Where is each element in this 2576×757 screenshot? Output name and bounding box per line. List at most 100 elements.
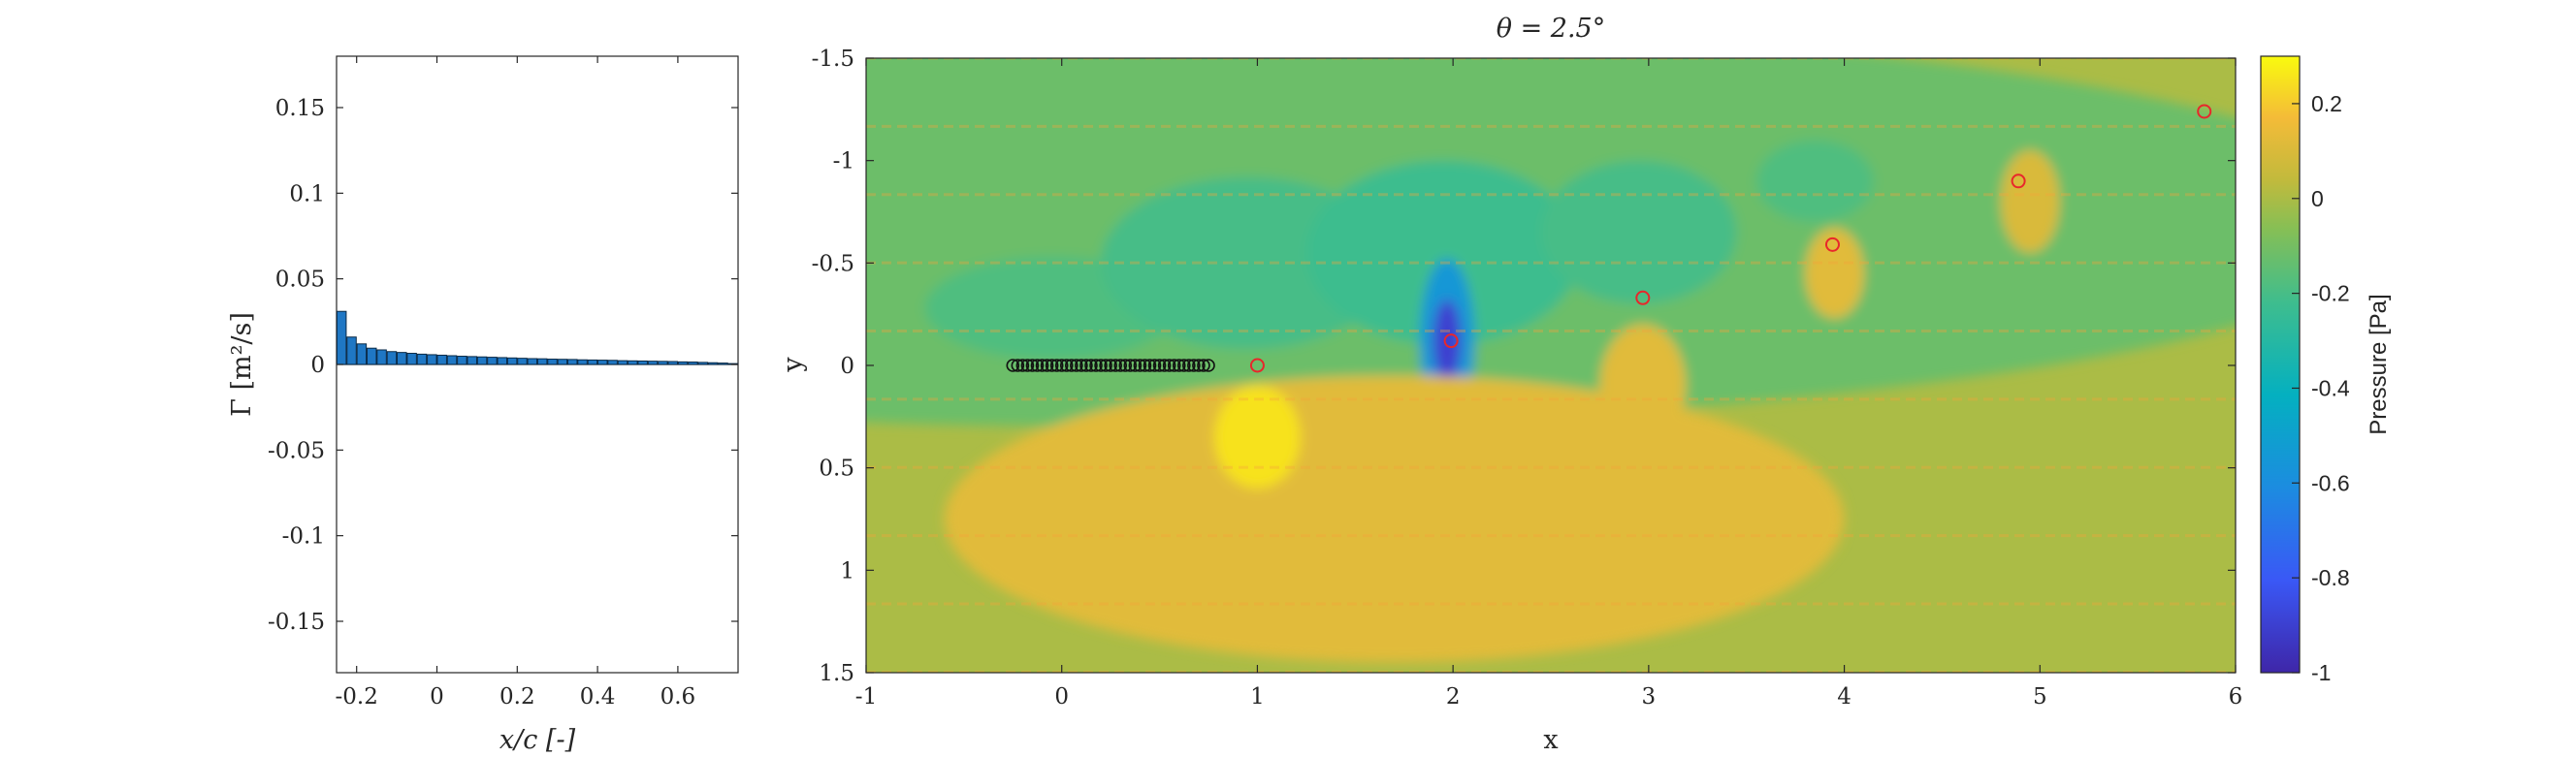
colorbar-tick-label: -0.4 bbox=[2311, 375, 2350, 400]
circulation-bar bbox=[476, 356, 488, 365]
colorbar-ticks: 0.2 0 -0.2 -0.4 -0.6 -0.8 -1 bbox=[2292, 91, 2350, 685]
circulation-bar bbox=[577, 359, 588, 365]
panel-point-marker bbox=[1070, 359, 1083, 372]
colorbar-tick-label: -0.2 bbox=[2311, 281, 2350, 306]
circulation-bar bbox=[517, 358, 528, 365]
x-tick-label: -1 bbox=[855, 684, 877, 710]
circulation-bar bbox=[406, 353, 417, 365]
panel-point-marker bbox=[1143, 359, 1157, 372]
y-tick-label: 0.1 bbox=[289, 181, 325, 206]
x-tick-label: 0.2 bbox=[499, 684, 535, 710]
panel-point-marker bbox=[1084, 359, 1098, 372]
circulation-bar bbox=[566, 359, 578, 365]
y-tick-label: -0.05 bbox=[268, 438, 325, 463]
circulation-bar bbox=[446, 355, 458, 365]
circulation-bar bbox=[677, 361, 689, 365]
x-tick-label: 5 bbox=[2033, 684, 2047, 710]
circulation-bar bbox=[336, 310, 347, 365]
circulation-bar bbox=[356, 343, 368, 365]
panel-point-marker bbox=[1197, 359, 1210, 372]
panel-point-marker bbox=[1065, 359, 1079, 372]
panel-points bbox=[1006, 359, 1215, 372]
circulation-bar bbox=[506, 357, 518, 365]
circulation-bar bbox=[366, 347, 377, 365]
circulation-bar bbox=[467, 356, 477, 365]
y-tick-label: 1.5 bbox=[819, 661, 854, 686]
panel-point-marker bbox=[1157, 359, 1172, 372]
panel-point-marker bbox=[1202, 359, 1215, 372]
circulation-bar bbox=[416, 353, 428, 365]
panel-point-marker bbox=[1147, 359, 1162, 372]
circulation-bar bbox=[547, 359, 558, 365]
panel-point-marker bbox=[1172, 359, 1186, 372]
y-tick-label: 0 bbox=[840, 354, 854, 379]
panel-point-marker bbox=[1049, 359, 1064, 372]
low-pressure-region bbox=[1305, 160, 1581, 345]
panel-point-marker bbox=[1104, 359, 1117, 372]
low-pressure-region bbox=[1755, 140, 1874, 223]
panel-point-marker bbox=[1118, 359, 1133, 372]
colorbar-tick-label: -0.6 bbox=[2311, 470, 2350, 495]
circulation-bar bbox=[587, 359, 598, 365]
panel-point-marker bbox=[1075, 359, 1088, 372]
circulation-bar bbox=[386, 351, 398, 365]
heatmap-y-ticks: -1.5 -1 -0.5 0 0.5 1 1.5 bbox=[812, 47, 2236, 686]
high-pressure-region bbox=[1599, 324, 1687, 448]
circulation-bar bbox=[536, 358, 548, 365]
wake-vortex-points bbox=[1249, 104, 2212, 373]
circulation-bar bbox=[487, 357, 498, 365]
x-tick-label: 4 bbox=[1837, 684, 1852, 710]
panel-point-marker bbox=[1152, 359, 1167, 372]
circulation-bar bbox=[527, 358, 538, 365]
panel-point-marker bbox=[1192, 359, 1206, 372]
panel-point-marker bbox=[1020, 359, 1035, 372]
y-tick-label: -0.5 bbox=[812, 251, 854, 276]
circulation-bar bbox=[607, 360, 618, 365]
x-tick-label: 3 bbox=[1642, 684, 1657, 710]
colorbar-tick-label: 0.2 bbox=[2311, 91, 2342, 116]
colorbar-tick-label: -1 bbox=[2311, 660, 2331, 685]
wake-streaks bbox=[866, 58, 2236, 673]
circulation-bar bbox=[637, 360, 648, 365]
colorbar-label: Pressure [Pa] bbox=[2366, 294, 2392, 434]
panel-point-marker bbox=[1167, 359, 1181, 372]
left-bars bbox=[336, 310, 739, 365]
panel-point-marker bbox=[1040, 359, 1054, 372]
x-tick-label: 0 bbox=[1054, 684, 1069, 710]
high-pressure-region bbox=[2000, 150, 2060, 253]
panel-point-marker bbox=[1109, 359, 1122, 372]
panel-point-marker bbox=[1025, 359, 1040, 372]
panel-point-marker bbox=[1128, 359, 1143, 372]
panel-point-marker bbox=[1089, 359, 1103, 372]
high-pressure-region bbox=[944, 375, 1845, 663]
low-pressure-region bbox=[1433, 300, 1462, 382]
pressure-colorbar: 0.2 0 -0.2 -0.4 -0.6 -0.8 -1 Pressure [Pa] bbox=[2260, 55, 2392, 685]
pressure-heatmap: θ = 2.5° -1 0 1 2 3 4 5 6 -1.5-1-0.500.511.5 x … bbox=[778, 14, 2242, 755]
high-pressure-region bbox=[1805, 228, 1864, 319]
x-tick-label: 0.4 bbox=[580, 684, 616, 710]
high-pressure-region bbox=[1214, 386, 1301, 489]
panel-point-marker bbox=[1011, 359, 1025, 372]
left-x-ticks: -0.2 0 0.2 0.4 0.6 bbox=[336, 56, 695, 710]
circulation-bar-chart: -0.2 0 0.2 0.4 0.6 0.15 0.1 0.05 0 -0.05 -0.1 -0.1… bbox=[227, 55, 739, 755]
panel-point-marker bbox=[1182, 359, 1196, 372]
circulation-bar bbox=[707, 362, 719, 365]
panel-point-marker bbox=[1094, 359, 1108, 372]
circulation-bar bbox=[658, 361, 668, 365]
wake-vortex-marker bbox=[2011, 173, 2026, 189]
wake-vortex-marker bbox=[1249, 358, 1265, 373]
y-tick-label: -0.1 bbox=[282, 524, 325, 550]
circulation-bar bbox=[688, 362, 698, 365]
y-tick-label: 0.15 bbox=[275, 96, 325, 121]
panel-point-marker bbox=[1015, 359, 1030, 372]
circulation-bar bbox=[497, 357, 508, 365]
heatmap-x-ticks: -1 0 1 2 3 4 5 6 bbox=[855, 58, 2242, 710]
panel-point-marker bbox=[1113, 359, 1128, 372]
x-tick-label: 1 bbox=[1250, 684, 1265, 710]
circulation-bar bbox=[718, 363, 728, 365]
circulation-bar bbox=[597, 360, 608, 365]
panel-point-marker bbox=[1187, 359, 1201, 372]
colorbar-tick-label: 0 bbox=[2311, 186, 2324, 211]
left-y-axis-label: Γ [m²/s] bbox=[227, 312, 257, 417]
left-x-axis-label: x/c [-] bbox=[499, 725, 576, 755]
